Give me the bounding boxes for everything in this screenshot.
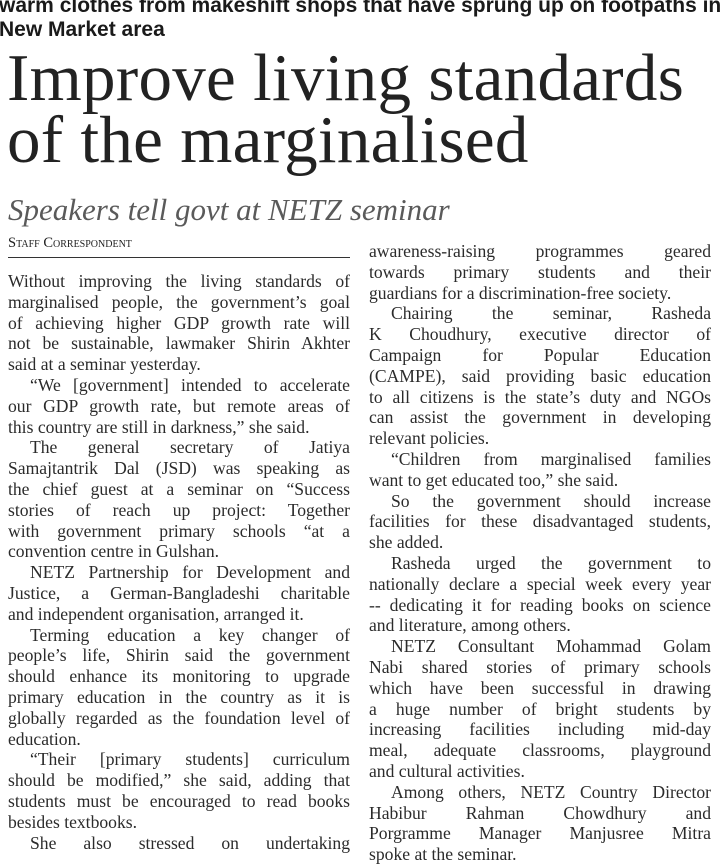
text-line: facilities for these disadvantaged stude… — [369, 511, 711, 532]
text-line: relevant policies. — [369, 428, 490, 449]
text-line: (CAMPE), said providing basic education — [369, 365, 711, 386]
text-line: this country are still in darkness,” she… — [8, 416, 310, 437]
text-line: convention centre in Gulshan. — [8, 541, 220, 562]
text-line: want to get educated too,” she said. — [369, 469, 619, 490]
text-line: Chairing the seminar, Rasheda — [391, 303, 711, 324]
headline: Improve living standards of the marginal… — [7, 41, 685, 177]
text-line: Porgramme Manager Manjusree Mitra — [369, 823, 711, 844]
text-line: and cultural activities. — [369, 760, 525, 781]
text-line: awareness-raising programmes geared — [369, 241, 711, 261]
article-paragraph: The general secretary of Jatiya Samajtant… — [8, 437, 350, 562]
text-line: the chief guest at a seminar on “Success — [8, 478, 350, 499]
text-line: stories of reach up project: Together — [8, 499, 350, 520]
text-line: not be sustainable, lawmaker Shirin Akht… — [8, 333, 350, 354]
article-paragraph: Chairing the seminar, Rasheda K Choudhury… — [369, 303, 711, 449]
text-line: increasing facilities including mid-day — [369, 719, 711, 740]
article-paragraph: “We [government] intended to accelerate o… — [8, 375, 350, 437]
text-line: marginalised people, the government’s go… — [8, 291, 350, 312]
text-line: and literature, among others. — [369, 615, 571, 636]
text-line: Habibur Rahman Chowdhury and — [369, 802, 711, 823]
text-line: and independent organisation, arranged i… — [8, 603, 304, 624]
article-paragraph: She also stressed on undertaking — [8, 833, 350, 854]
article-paragraph: NETZ Partnership for Development and Just… — [8, 562, 350, 624]
text-line: our GDP growth rate, but remote areas of — [8, 395, 350, 416]
subheadline: Speakers tell govt at NETZ seminar — [8, 192, 450, 227]
text-line: towards primary students and their — [369, 261, 711, 282]
text-line: besides textbooks. — [8, 811, 138, 832]
text-line: students must be encouraged to read book… — [8, 790, 350, 811]
text-line: Campaign for Popular Education — [369, 344, 711, 365]
text-line: The general secretary of Jatiya — [30, 437, 350, 458]
text-line: “Their [primary students] curriculum — [30, 749, 350, 770]
text-line: She also stressed on undertaking — [30, 832, 350, 853]
text-line: Without improving the living standards o… — [8, 271, 350, 291]
text-line: Rasheda urged the government to — [391, 552, 711, 573]
text-line: K Choudhury, executive director of — [369, 324, 711, 345]
text-line: should be modified,” she said, adding th… — [8, 770, 350, 791]
text-line: NETZ Consultant Mohammad Golam — [391, 636, 711, 657]
article-paragraph: “Their [primary students] curriculum shou… — [8, 749, 350, 832]
previous-photo-caption: warm clothes from makeshift shops that h… — [0, 0, 722, 41]
text-line: globally regarded as the foundation leve… — [8, 707, 350, 728]
article-paragraph: NETZ Consultant Mohammad Golam Nabi share… — [369, 636, 711, 782]
text-line: said at a seminar yesterday. — [8, 354, 201, 375]
text-line: So the government should increase — [391, 490, 711, 511]
text-line: people’s life, Shirin said the governmen… — [8, 645, 350, 666]
text-line: Samajtantrik Dal (JSD) was speaking as — [8, 458, 350, 479]
article-column-left: Without improving the living standards o… — [8, 271, 350, 853]
article-paragraph: “Children from marginalised families want… — [369, 449, 711, 491]
text-line: education. — [8, 728, 81, 749]
text-line: -- dedicating it for reading books on sc… — [369, 594, 711, 615]
text-line: Among others, NETZ Country Director — [391, 781, 711, 802]
text-line: guardians for a discrimination-free soci… — [369, 282, 672, 303]
text-line: “Children from marginalised families — [391, 448, 711, 469]
article-paragraph: Among others, NETZ Country Director Habib… — [369, 782, 711, 865]
byline: Staff Correspondent — [8, 235, 350, 258]
text-line: Nabi shared stories of primary schools — [369, 656, 711, 677]
article-paragraph: Without improving the living standards o… — [8, 271, 350, 375]
article-paragraph: Rasheda urged the government to nationall… — [369, 553, 711, 636]
article-paragraph: Terming education a key changer of people… — [8, 625, 350, 750]
text-line: which have been successful in drawing — [369, 677, 711, 698]
text-line: she added. — [369, 532, 444, 553]
text-line: of achieving higher GDP growth rate will — [8, 312, 350, 333]
text-line: “We [government] intended to accelerate — [30, 374, 350, 395]
text-line: primary education in the country as it i… — [8, 686, 350, 707]
text-line: should enhance its monitoring to upgrade — [8, 666, 350, 687]
text-line: a huge number of bright students by — [369, 698, 711, 719]
text-line: can assist the government in developing — [369, 407, 711, 428]
headline-line: Improve living standards — [7, 41, 685, 115]
text-line: Terming education a key changer of — [30, 624, 350, 645]
text-line: with government primary schools “at a — [8, 520, 350, 541]
article-paragraph: awareness-raising programmes geared towar… — [369, 241, 711, 303]
text-line: Justice, a German-Bangladeshi charitable — [8, 582, 350, 603]
article-paragraph: So the government should increase facilit… — [369, 491, 711, 553]
text-line: NETZ Partnership for Development and — [30, 562, 350, 583]
text-line: spoke at the seminar. — [369, 844, 517, 865]
article-column-right: awareness-raising programmes geared towar… — [369, 241, 711, 865]
text-line: to all citizens is the state’s duty and … — [369, 386, 711, 407]
headline-line: of the marginalised — [7, 103, 529, 177]
text-line: nationally declare a special week every … — [369, 573, 711, 594]
text-line: meal, adequate classrooms, playground — [369, 740, 711, 761]
